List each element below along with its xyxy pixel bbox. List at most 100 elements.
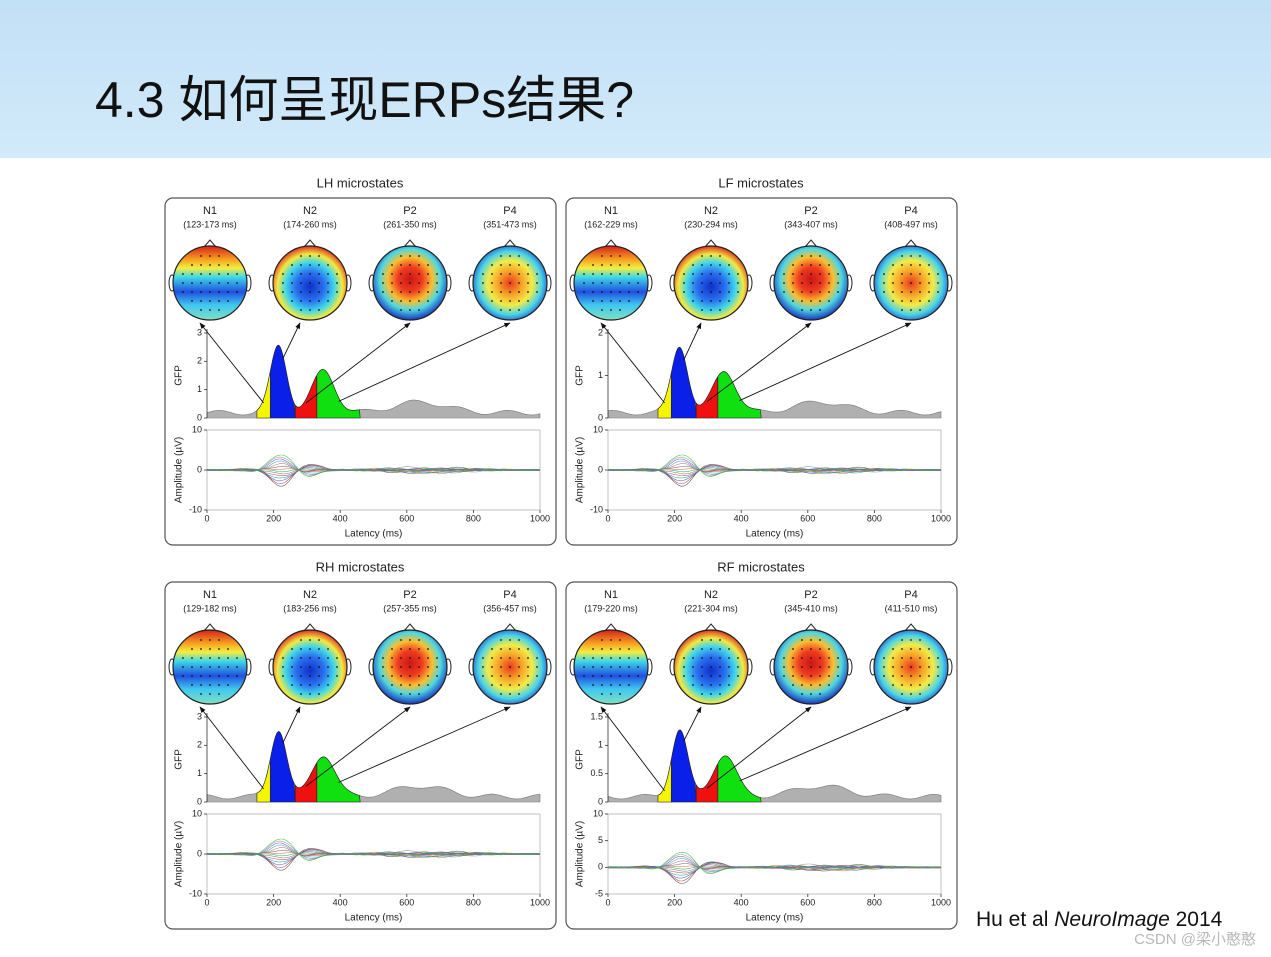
- gfp-tick-label: 2: [197, 356, 202, 366]
- electrode: [701, 273, 703, 275]
- waveform: [206, 840, 541, 860]
- electrode: [628, 675, 630, 677]
- electrode: [236, 666, 238, 668]
- electrode: [910, 639, 912, 641]
- electrode: [518, 264, 520, 266]
- electrode: [200, 684, 202, 686]
- topomap-nose: [904, 239, 918, 248]
- electrode: [710, 657, 712, 659]
- panel-title: LH microstates: [317, 175, 404, 190]
- electrode: [200, 291, 202, 293]
- electrode: [209, 273, 211, 275]
- electrode: [200, 300, 202, 302]
- electrode: [491, 264, 493, 266]
- topomap-nose: [604, 623, 618, 632]
- electrode: [309, 666, 311, 668]
- electrode: [282, 273, 284, 275]
- electrode: [200, 648, 202, 650]
- electrode: [928, 666, 930, 668]
- electrode: [336, 666, 338, 668]
- electrode: [200, 666, 202, 668]
- electrode: [227, 657, 229, 659]
- electrode: [701, 648, 703, 650]
- electrode: [910, 255, 912, 257]
- electrode: [318, 648, 320, 650]
- electrode: [300, 309, 302, 311]
- electrode: [400, 300, 402, 302]
- electrode: [309, 657, 311, 659]
- electrode: [883, 291, 885, 293]
- electrode: [792, 300, 794, 302]
- electrode: [227, 273, 229, 275]
- gfp-tick-label: 0: [598, 796, 603, 806]
- electrode: [801, 291, 803, 293]
- electrode: [218, 264, 220, 266]
- arrow: [338, 322, 511, 402]
- electrode: [500, 693, 502, 695]
- electrode: [819, 657, 821, 659]
- waveform: [608, 458, 942, 475]
- x-tick-label: 200: [266, 897, 281, 907]
- amp-tick-label: 0: [598, 862, 603, 872]
- electrode: [610, 657, 612, 659]
- state-range: (345-410 ms): [784, 603, 838, 613]
- amp-tick-label: 10: [192, 808, 202, 818]
- electrode: [610, 300, 612, 302]
- electrode: [336, 282, 338, 284]
- amp-tick-label: 10: [192, 424, 202, 434]
- electrode: [792, 291, 794, 293]
- electrode: [819, 684, 821, 686]
- electrode: [418, 300, 420, 302]
- electrode: [309, 639, 311, 641]
- electrode: [737, 273, 739, 275]
- gfp-label: GFP: [174, 365, 185, 386]
- gfp-segment: [695, 764, 719, 803]
- electrode: [810, 309, 812, 311]
- electrode: [801, 639, 803, 641]
- electrode: [291, 282, 293, 284]
- electrode: [719, 309, 721, 311]
- electrode: [491, 291, 493, 293]
- electrode: [318, 693, 320, 695]
- electrode: [418, 639, 420, 641]
- electrode: [482, 291, 484, 293]
- electrode: [628, 684, 630, 686]
- x-tick-label: 600: [399, 513, 414, 523]
- electrode: [719, 675, 721, 677]
- electrode: [583, 657, 585, 659]
- topomap-nose: [804, 623, 818, 632]
- electrode: [801, 675, 803, 677]
- electrode: [901, 300, 903, 302]
- amp-label: Amplitude (µV): [575, 437, 586, 503]
- electrode: [801, 282, 803, 284]
- state-name: P4: [904, 589, 917, 601]
- electrode: [236, 657, 238, 659]
- electrode: [792, 684, 794, 686]
- amp-tick-label: -10: [189, 504, 202, 514]
- electrode: [583, 291, 585, 293]
- electrode: [883, 657, 885, 659]
- electrode: [610, 264, 612, 266]
- electrode: [491, 684, 493, 686]
- electrode: [500, 264, 502, 266]
- electrode: [601, 666, 603, 668]
- electrode: [291, 684, 293, 686]
- electrode: [892, 282, 894, 284]
- arrow: [683, 706, 702, 742]
- electrode: [391, 273, 393, 275]
- electrode: [819, 264, 821, 266]
- electrode: [482, 282, 484, 284]
- state-range: (411-510 ms): [885, 603, 938, 613]
- electrode: [327, 675, 329, 677]
- electrode: [619, 693, 621, 695]
- electrode: [400, 255, 402, 257]
- electrode: [418, 255, 420, 257]
- gfp-tick-label: 3: [197, 711, 202, 721]
- electrode: [710, 309, 712, 311]
- electrode: [500, 300, 502, 302]
- citation-journal: NeuroImage: [1054, 908, 1170, 931]
- electrode: [801, 300, 803, 302]
- electrode: [928, 273, 930, 275]
- electrode: [637, 666, 639, 668]
- electrode: [309, 300, 311, 302]
